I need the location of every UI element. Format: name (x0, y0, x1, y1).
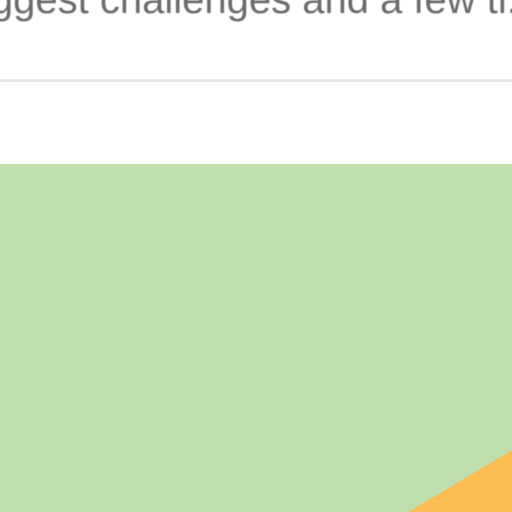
thumbnail-green-background (0, 164, 512, 512)
thumbnail-orange-shape (408, 450, 512, 512)
spacer (0, 82, 512, 164)
thumbnail-illustration (0, 164, 512, 512)
divider (0, 79, 512, 82)
article-snippet[interactable]: iggest challenges and a few ti... (0, 0, 512, 22)
article-thumbnail[interactable] (0, 164, 512, 512)
card-text-area: iggest challenges and a few ti... (0, 0, 512, 80)
